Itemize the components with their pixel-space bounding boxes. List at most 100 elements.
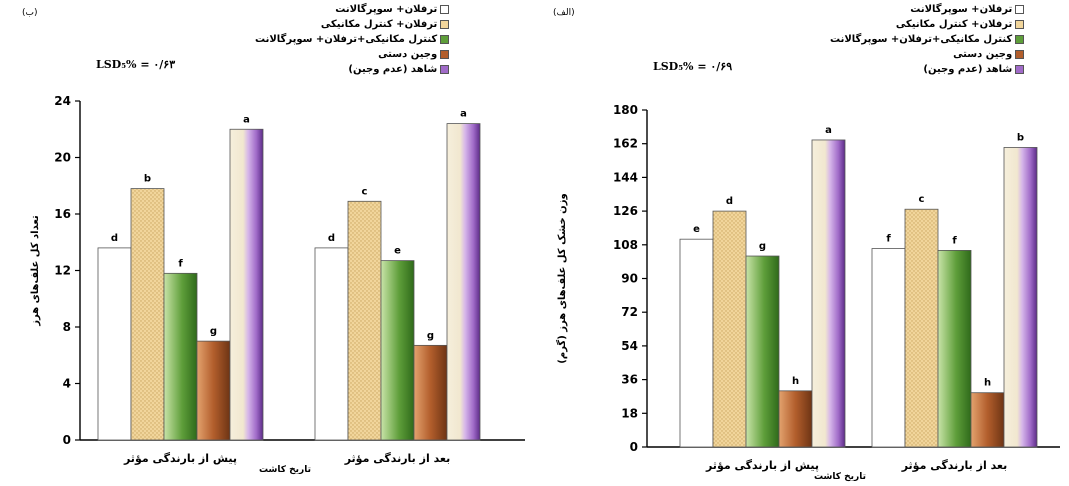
x-category-label: پیش از بارندگی مؤثر (705, 459, 819, 472)
y-tick-label: 144 (613, 170, 638, 184)
chart-panel-left: (ب) LSD₅% = ۰/۶۳ ترفلان+ سوپرگالانت ترفل… (22, 2, 525, 475)
y-tick-label: 72 (621, 305, 638, 319)
bar (778, 390, 813, 448)
legend-swatch (440, 65, 450, 74)
legend-swatch (1015, 5, 1025, 14)
legend: ترفلان+ سوپرگالانت ترفلان+ کنترل مکانیکی… (255, 2, 450, 77)
y-tick-label: 180 (613, 103, 638, 117)
bar (314, 247, 349, 441)
bar (970, 392, 1005, 448)
y-tick-label: 4 (63, 377, 71, 391)
bar (347, 200, 382, 441)
bar (229, 128, 264, 441)
legend-label: ترفلان+ کنترل مکانیکی (320, 19, 438, 30)
bar-letter-label: b (144, 174, 151, 185)
y-tick-label: 8 (63, 320, 71, 334)
legend-item: شاهد (عدم وجین) (255, 62, 450, 77)
legend-label: ترفلان+ کنترل مکانیکی (895, 19, 1013, 30)
bar (196, 340, 231, 441)
y-tick-label: 18 (621, 406, 638, 420)
legend-item: کنترل مکانیکی+ترفلان+ سوپرگالانت (830, 32, 1025, 47)
bar-letter-label: b (1017, 132, 1024, 143)
y-tick-label: 0 (63, 433, 71, 447)
bar-letter-label: d (726, 196, 733, 207)
y-tick-label: 90 (621, 272, 638, 286)
bar (937, 250, 972, 448)
bar (904, 208, 939, 448)
legend-item: شاهد (عدم وجین) (830, 62, 1025, 77)
legend-label: وجین دستی (953, 49, 1013, 60)
chart-plot-left: 0 4 8 12 16 20 24 تعداد کل علف‌های هرز d b f g a پیش … (30, 94, 525, 475)
y-axis-label: تعداد کل علف‌های هرز (30, 215, 41, 327)
x-category-label: بعد از بارندگی مؤثر (344, 452, 451, 465)
bar (130, 188, 165, 441)
x-category-label: پیش از بارندگی مؤثر (123, 452, 237, 465)
panel-label: (الف) (553, 8, 575, 18)
legend-label: کنترل مکانیکی+ترفلان+ سوپرگالانت (255, 34, 438, 45)
legend: ترفلان+ سوپرگالانت ترفلان+ کنترل مکانیکی… (830, 2, 1025, 77)
y-tick-label: 36 (621, 373, 638, 387)
bar-letter-label: g (759, 241, 766, 252)
legend-item: ترفلان+ کنترل مکانیکی (255, 17, 450, 32)
y-tick-label: 24 (54, 94, 71, 108)
bar (446, 123, 481, 441)
lsd-label: LSD₅% = ۰/۶۳ (96, 58, 176, 71)
bar-letter-label: c (362, 186, 368, 197)
bar (380, 260, 415, 441)
panel-label: (ب) (22, 8, 38, 18)
bar (1003, 147, 1038, 448)
bar-letter-label: e (394, 246, 401, 257)
legend-swatch (440, 5, 450, 14)
legend-label: ترفلان+ سوپرگالانت (335, 4, 438, 15)
legend-item: ترفلان+ کنترل مکانیکی (830, 17, 1025, 32)
bar-letter-label: a (825, 125, 832, 136)
y-tick-label: 12 (54, 264, 71, 278)
y-tick-label: 20 (54, 151, 71, 165)
legend-label: ترفلان+ سوپرگالانت (910, 4, 1013, 15)
bar-letter-label: f (178, 258, 183, 269)
lsd-label: LSD₅% = ۰/۶۹ (653, 60, 733, 73)
legend-swatch (440, 35, 450, 44)
bar (811, 139, 846, 448)
y-tick-label: 108 (613, 238, 638, 252)
bar (871, 248, 906, 448)
y-tick-label: 126 (613, 204, 638, 218)
bar-letter-label: f (886, 234, 891, 245)
y-tick-label: 0 (630, 440, 638, 454)
bar-letter-label: d (111, 233, 118, 244)
legend-item: ترفلان+ سوپرگالانت (255, 2, 450, 17)
legend-swatch (1015, 65, 1025, 74)
bar-letter-label: e (693, 224, 700, 235)
x-axis-label: تاریخ کاشت (814, 472, 866, 482)
bar (679, 238, 714, 448)
bar-letter-label: c (919, 194, 925, 205)
bar (745, 255, 780, 448)
y-axis-label: وزن خشک کل علف‌های هرز (گرم) (555, 193, 568, 363)
bar-letter-label: a (460, 109, 467, 120)
legend-swatch (440, 50, 450, 59)
bar (163, 272, 198, 441)
legend-swatch (1015, 35, 1025, 44)
legend-label: وجین دستی (378, 49, 438, 60)
x-axis-label: تاریخ کاشت (259, 465, 311, 475)
legend-label: شاهد (عدم وجین) (923, 64, 1013, 75)
legend-swatch (440, 20, 450, 29)
bar-letter-label: a (243, 114, 250, 125)
bar-letter-label: g (210, 326, 217, 337)
bar (712, 210, 747, 448)
legend-label: شاهد (عدم وجین) (348, 64, 438, 75)
legend-item: وجین دستی (830, 47, 1025, 62)
chart-panel-right: (الف) LSD₅% = ۰/۶۹ ترفلان+ سوپرگالانت تر… (535, 0, 1069, 486)
bar (413, 344, 448, 441)
x-category-label: بعد از بارندگی مؤثر (901, 459, 1008, 472)
legend-item: ترفلان+ سوپرگالانت (830, 2, 1025, 17)
legend-label: کنترل مکانیکی+ترفلان+ سوپرگالانت (830, 34, 1013, 45)
y-tick-label: 162 (613, 137, 638, 151)
bar (97, 247, 132, 441)
y-tick-label: 16 (54, 207, 71, 221)
bar-letter-label: f (952, 235, 957, 246)
bar-letter-label: d (328, 233, 335, 244)
legend-swatch (1015, 20, 1025, 29)
y-tick-label: 54 (621, 339, 638, 353)
chart-plot-right: 0 18 36 54 72 90 108 126 144 162 180 وزن خشک کل علف… (555, 103, 1060, 482)
